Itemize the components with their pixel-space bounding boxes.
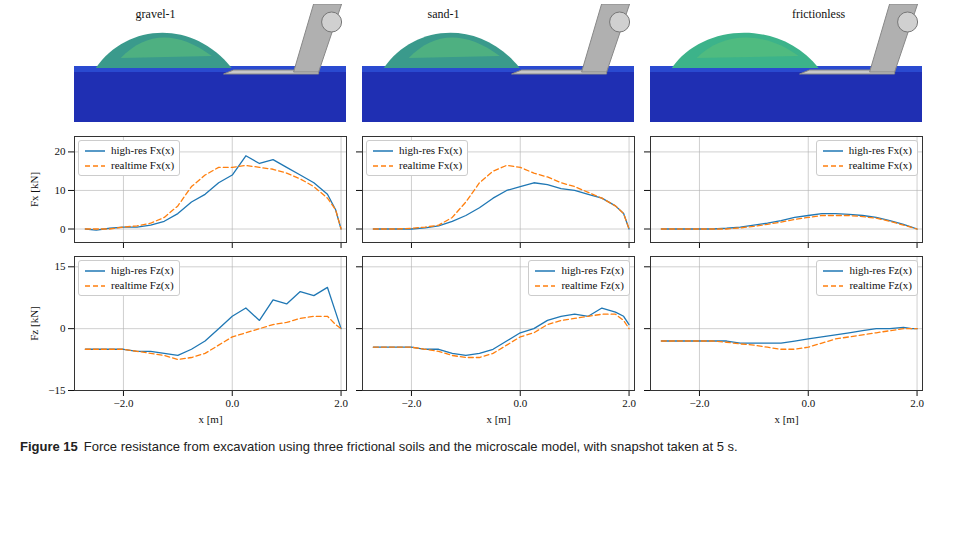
html-text:realtime Fx(x): realtime Fx(x) [399, 159, 463, 171]
svg-text:0.0: 0.0 [513, 397, 527, 409]
svg-text:10: 10 [55, 184, 67, 196]
svg-text:0.0: 0.0 [801, 397, 815, 409]
svg-text:20: 20 [55, 145, 67, 157]
svg-text:gravel-1: gravel-1 [136, 7, 176, 21]
html-text:high-res Fz(x): high-res Fz(x) [111, 264, 174, 276]
svg-text:0: 0 [60, 322, 66, 334]
html-text:high-res Fx(x): high-res Fx(x) [848, 144, 912, 156]
svg-text:Fz [kN]: Fz [kN] [28, 306, 40, 341]
svg-text:−2.0: −2.0 [401, 397, 421, 409]
html-text:realtime Fz(x): realtime Fz(x) [561, 279, 624, 291]
svg-text:Fx [kN]: Fx [kN] [28, 172, 40, 207]
html-text:high-res Fx(x): high-res Fx(x) [111, 144, 175, 156]
svg-text:−2.0: −2.0 [113, 397, 133, 409]
svg-text:−15: −15 [48, 384, 66, 396]
html-text:high-res Fz(x): high-res Fz(x) [849, 264, 912, 276]
svg-text:−2.0: −2.0 [689, 397, 709, 409]
svg-text:2.0: 2.0 [910, 397, 924, 409]
html-text:realtime Fz(x): realtime Fz(x) [111, 279, 174, 291]
html-text:high-res Fz(x): high-res Fz(x) [561, 264, 624, 276]
svg-text:2.0: 2.0 [622, 397, 636, 409]
svg-text:15: 15 [55, 260, 67, 272]
html-text:Figure 15 Force resistance fro: Figure 15 Force resistance from excavati… [20, 439, 738, 454]
svg-text:0: 0 [60, 223, 66, 235]
svg-text:0.0: 0.0 [225, 397, 239, 409]
svg-text:sand-1: sand-1 [428, 7, 460, 21]
svg-text:x [m]: x [m] [486, 413, 510, 425]
svg-text:x [m]: x [m] [774, 413, 798, 425]
html-text:high-res Fx(x): high-res Fx(x) [399, 144, 463, 156]
svg-text:x [m]: x [m] [198, 413, 222, 425]
html-text:realtime Fx(x): realtime Fx(x) [111, 159, 175, 171]
svg-text:frictionless: frictionless [792, 7, 846, 21]
html-text:realtime Fz(x): realtime Fz(x) [849, 279, 912, 291]
html-text:realtime Fx(x): realtime Fx(x) [848, 159, 912, 171]
svg-text:2.0: 2.0 [334, 397, 348, 409]
